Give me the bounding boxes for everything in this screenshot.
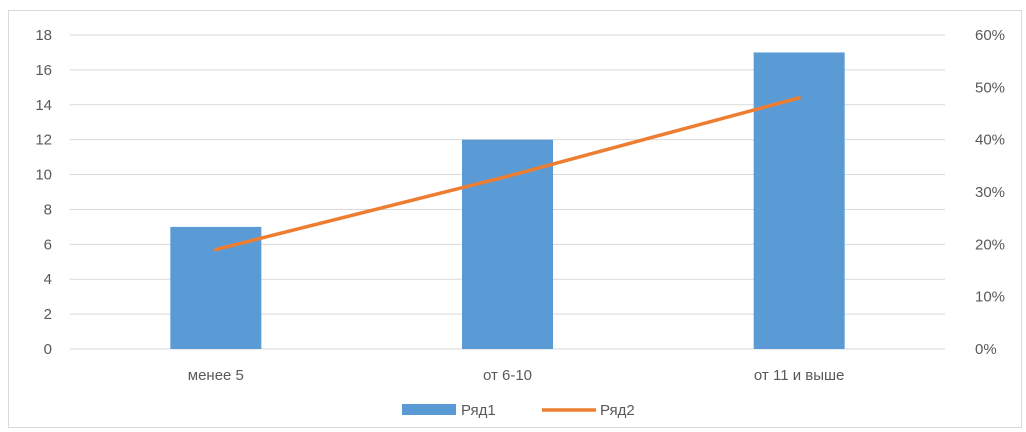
y-right-tick-label: 30% — [975, 184, 1005, 201]
y-left-tick-label: 12 — [35, 132, 52, 149]
x-category-label: менее 5 — [188, 367, 244, 384]
bar-3 — [753, 52, 845, 349]
x-category-label: от 6-10 — [483, 367, 532, 384]
y-left-tick-label: 6 — [44, 236, 52, 253]
y-right-tick-label: 60% — [975, 27, 1005, 44]
y-left-tick-label: 0 — [44, 341, 52, 358]
y-left-tick-label: 10 — [35, 167, 52, 184]
legend-label-ryad2: Ряд2 — [600, 402, 635, 419]
y-left-tick-label: 18 — [35, 27, 52, 44]
y-right-tick-label: 0% — [975, 341, 997, 358]
y-right-tick-label: 10% — [975, 289, 1005, 306]
y-left-tick-label: 16 — [35, 62, 52, 79]
bar-2 — [462, 139, 553, 349]
x-category-label: от 11 и выше — [754, 367, 844, 384]
y-right-tick-label: 50% — [975, 79, 1005, 96]
legend-swatch-ryad1 — [402, 404, 456, 415]
y-left-tick-label: 8 — [44, 201, 52, 218]
y-left-tick-label: 2 — [44, 306, 52, 323]
y-left-tick-label: 4 — [44, 271, 52, 288]
y-right-tick-label: 40% — [975, 132, 1005, 149]
legend-label-ryad1: Ряд1 — [461, 402, 496, 419]
y-right-tick-label: 20% — [975, 236, 1005, 253]
bar-1 — [170, 226, 262, 349]
y-left-tick-label: 14 — [35, 97, 52, 114]
